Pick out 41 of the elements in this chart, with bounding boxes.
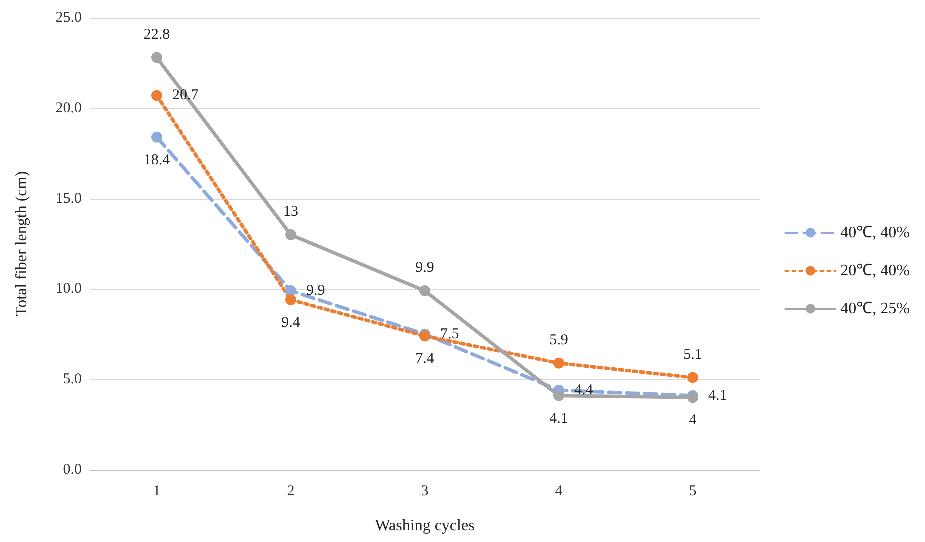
x-tick-label: 5 xyxy=(689,484,697,500)
y-tick-label: 20.0 xyxy=(56,100,82,116)
data-label: 4.4 xyxy=(574,382,594,398)
point xyxy=(286,286,296,297)
legend-label: 40℃, 40% xyxy=(840,224,910,242)
x-tick-label: 1 xyxy=(153,484,161,500)
data-label: 4.1 xyxy=(550,410,568,427)
point xyxy=(688,372,698,384)
data-label: 9.9 xyxy=(306,283,326,300)
data-label: 7.4 xyxy=(416,351,435,368)
data-label: 22.8 xyxy=(144,26,170,43)
point xyxy=(152,90,162,102)
point xyxy=(420,286,430,297)
x-tick-label: 3 xyxy=(421,484,429,500)
point xyxy=(554,358,564,369)
legend-label: 40℃, 25% xyxy=(840,300,910,318)
point xyxy=(152,52,162,64)
y-tick-label: 5.0 xyxy=(63,372,82,388)
point xyxy=(286,294,296,306)
legend-label: 20℃, 40% xyxy=(840,262,910,280)
y-axis-title: Total fiber length (cm) xyxy=(14,171,30,317)
point xyxy=(554,390,564,402)
x-axis-title: Washing cycles xyxy=(375,518,475,534)
data-label: 7.5 xyxy=(440,326,460,342)
data-label: 18.4 xyxy=(144,152,171,168)
y-tick-label: 25.0 xyxy=(56,10,82,26)
point xyxy=(152,132,162,143)
y-tick-label: 15.0 xyxy=(56,190,82,207)
data-label: 5.1 xyxy=(684,346,702,363)
y-tick-label: 0.0 xyxy=(63,462,82,478)
data-label: 9.9 xyxy=(416,260,434,276)
y-tick-label: 10.0 xyxy=(56,281,82,298)
data-label: 4 xyxy=(689,412,698,429)
x-tick-label: 2 xyxy=(287,484,295,500)
point xyxy=(286,229,296,240)
data-label: 20.7 xyxy=(172,88,200,104)
data-label: 4.1 xyxy=(708,388,728,404)
data-label: 9.4 xyxy=(282,315,301,332)
data-label: 13 xyxy=(284,204,298,220)
x-tick-label: 4 xyxy=(555,484,564,500)
data-label: 5.9 xyxy=(550,332,568,348)
